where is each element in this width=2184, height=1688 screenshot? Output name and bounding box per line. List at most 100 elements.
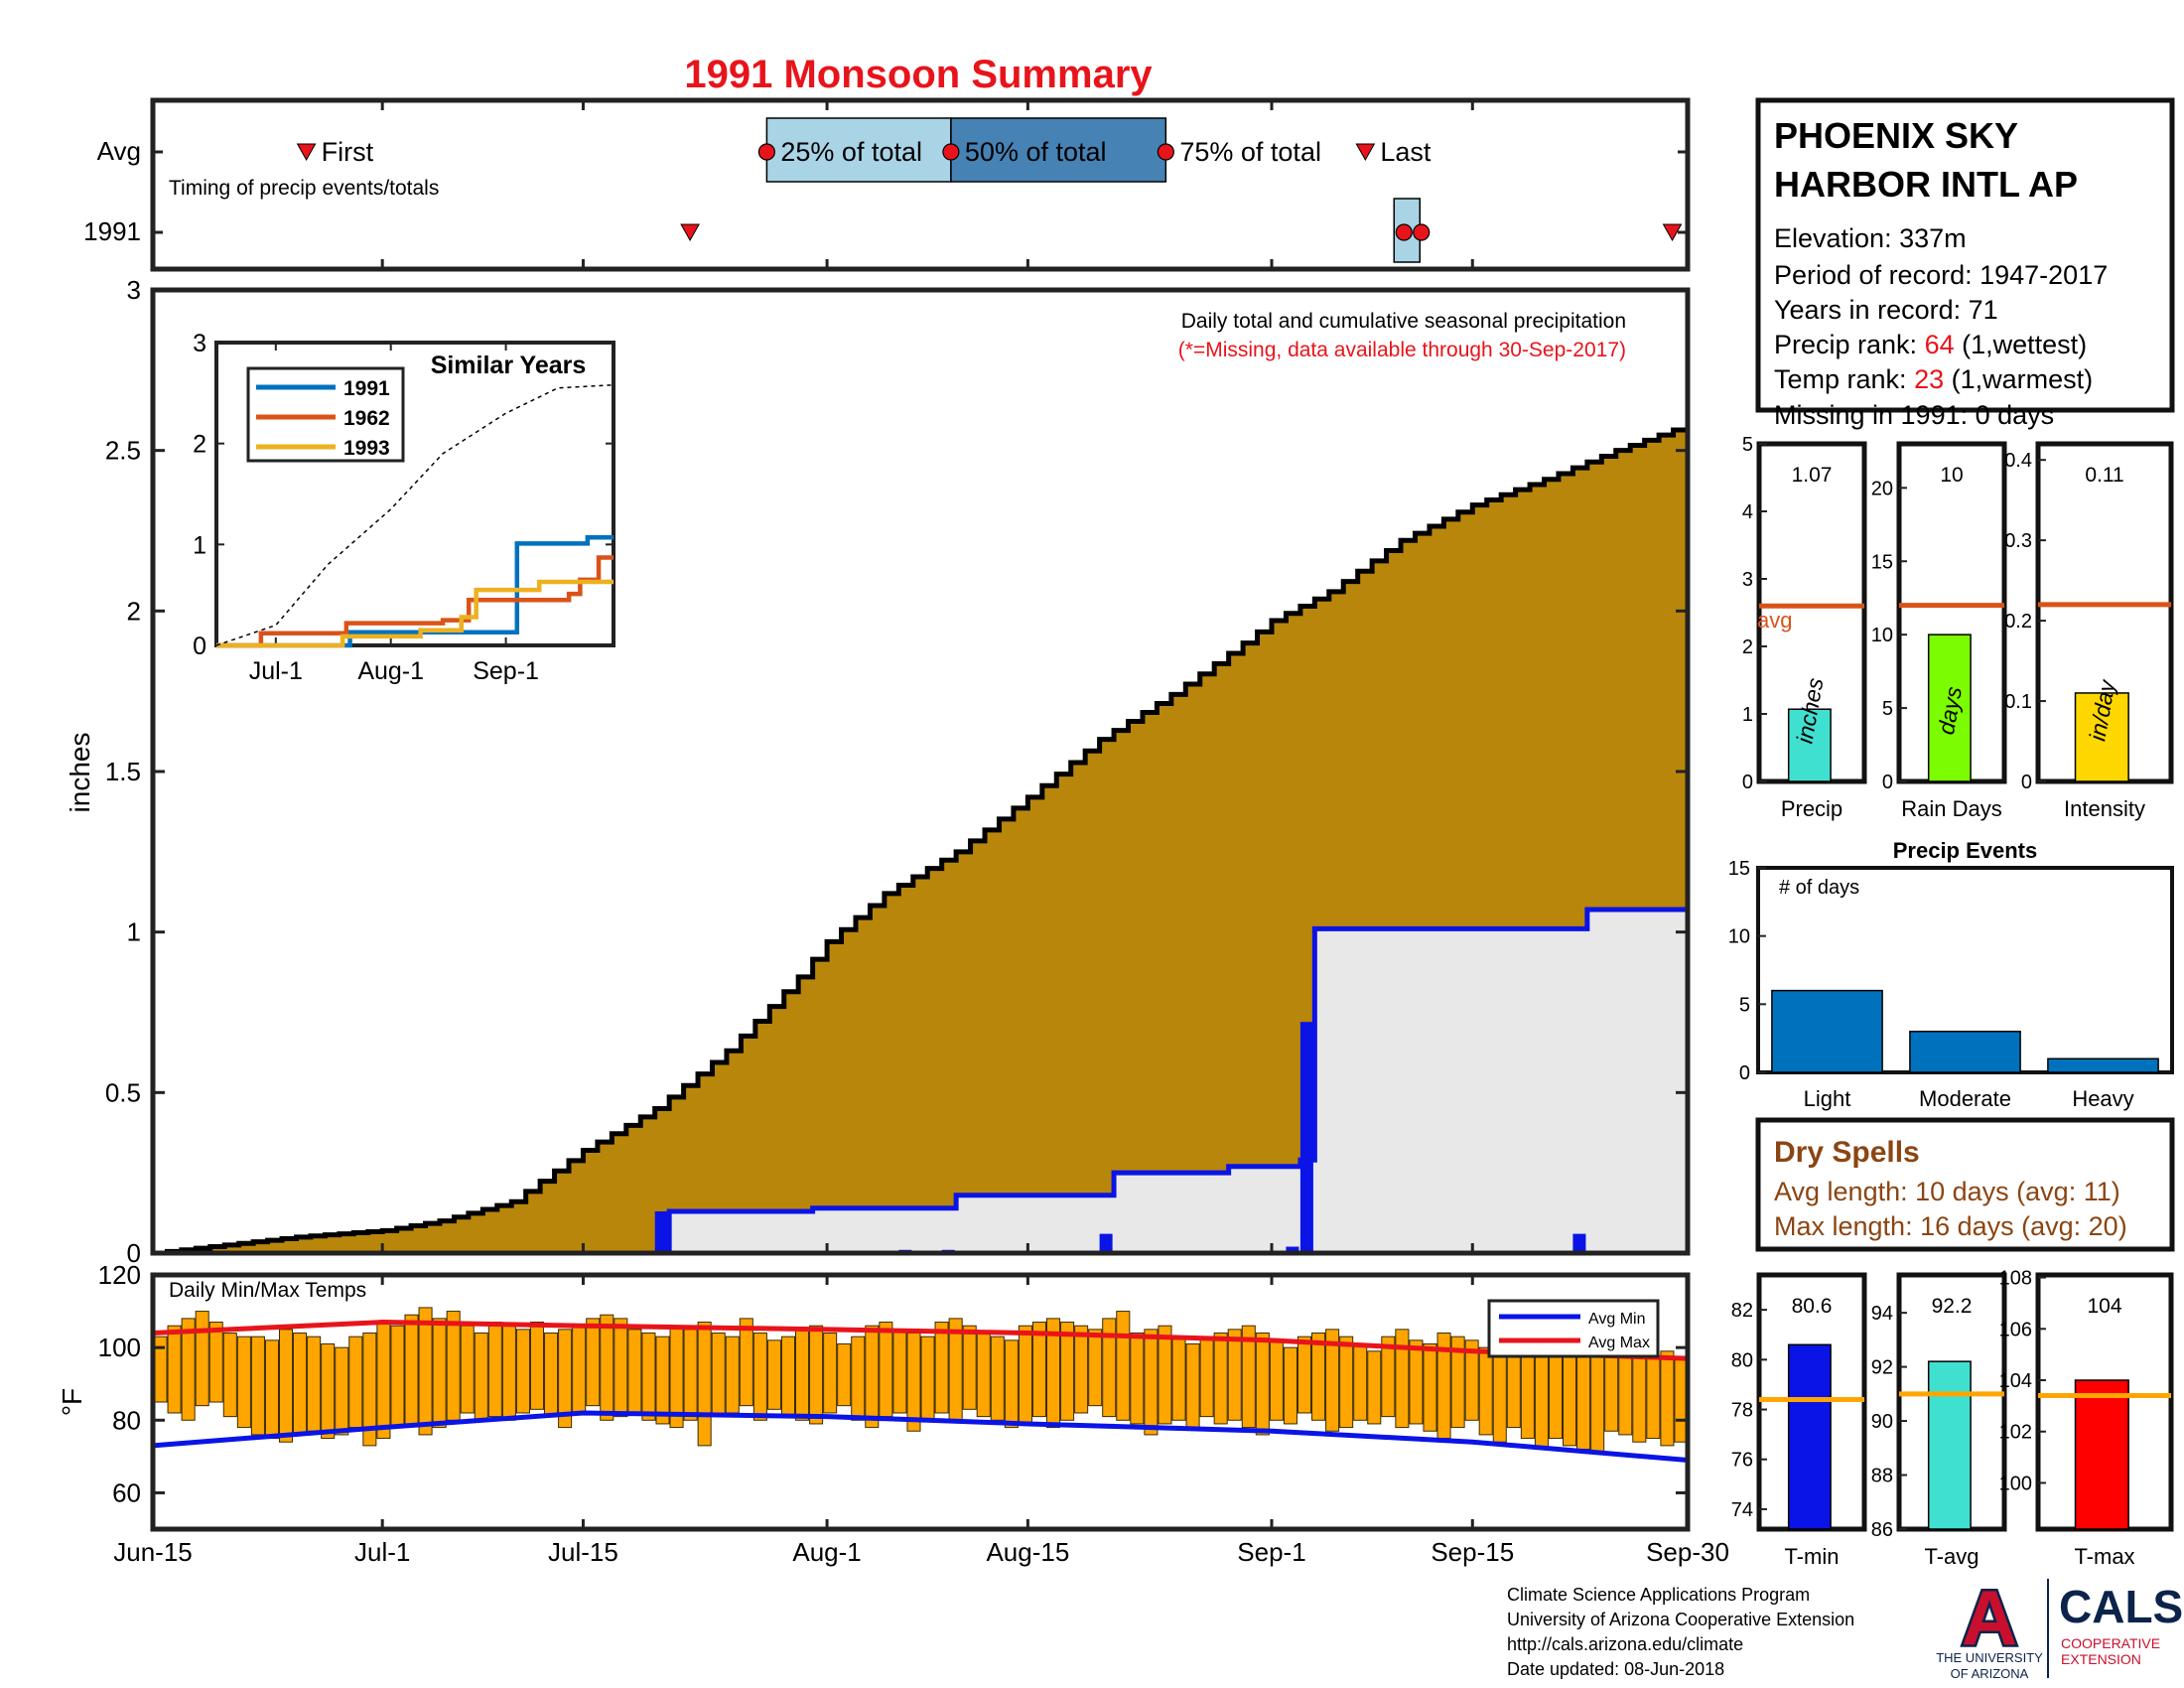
cals-logo-line2: EXTENSION [2061,1651,2141,1667]
temp-range-bar [1031,1322,1046,1418]
main-y-tick-label: 1 [127,917,141,947]
dry-spells-max: Max length: 16 days (avg: 20) [1774,1211,2127,1241]
events-bar [1909,1031,2021,1073]
temp-range-bar [1144,1329,1159,1436]
temp-range-bar [1409,1339,1424,1425]
legend-avg-max: Avg Max [1588,1335,1650,1351]
temp-range-bar [515,1329,530,1414]
temp-range-bar [307,1336,322,1432]
year-cumulative-line [153,907,1688,1256]
mini-y-tick-label: 78 [1731,1400,1753,1422]
mini-y-tick-label: 104 [1999,1370,2032,1392]
mini-y-tick-label: 102 [1999,1422,2032,1444]
events-y-tick-label: 15 [1728,858,1750,880]
temp-range-bar [348,1336,363,1429]
daily-precip-bar [1286,1246,1299,1253]
station-name-line2: HARBOR INTL AP [1774,164,2078,205]
station-info: PHOENIX SKY HARBOR INTL AP Elevation: 33… [1755,97,2175,430]
temp-range-bar [1171,1336,1186,1421]
events-bar [1771,989,1883,1073]
temp-range-bar [1199,1336,1214,1418]
timing-ticks [151,100,1690,269]
main-y-tick-label: 3 [127,275,141,305]
temp-range-bar [780,1336,796,1418]
mini-y-tick-label: 4 [1742,501,1753,523]
temp-range-bar [1158,1325,1172,1425]
temp-range-bar [236,1336,251,1429]
temp-range-bar [1395,1329,1410,1429]
mini-category-label: Intensity [2064,796,2145,821]
station-period: Period of record: 1947-2017 [1774,260,2108,290]
mini-value-bar [2074,1379,2129,1530]
temp-range-bar [655,1336,670,1425]
temp-range-bar [1088,1329,1103,1407]
temp-range-bar [222,1333,237,1418]
year-last-marker [1662,223,1683,242]
avg-max-line [152,1320,1689,1361]
temp-range-bar [711,1333,726,1418]
x-tick-label: Sep-15 [1431,1537,1514,1567]
station-years: Years in record: 71 [1774,295,1998,325]
precip-events-chart: Precip Events # of days 0 5 10 15 Light Moderat… [1728,838,2174,1111]
temp-range-bar [627,1329,642,1414]
temp-title: Daily Min/Max Temps [169,1279,366,1302]
mini-value-label: 0.11 [2085,464,2123,487]
mini-y-tick-label: 0.2 [2004,611,2032,633]
temp-range-bar [892,1329,907,1414]
temp-range-bar [586,1318,601,1407]
temp-range-bar [752,1333,767,1421]
avg-p50-marker [942,143,960,161]
daily-precip-bar [1299,1022,1313,1253]
mini-y-tick-label: 76 [1731,1450,1753,1472]
x-tick-label: Jul-15 [548,1537,618,1567]
temp-range-bar [614,1318,628,1418]
mini-category-label: T-max [2074,1544,2134,1569]
temp-range-bar [906,1333,921,1432]
mini-y-tick-label: 2 [1742,636,1753,658]
inset-title: Similar Years [431,352,587,379]
temp-y-axis-label: °F [57,1388,87,1416]
temp-range-bar [487,1322,502,1418]
inset-legend-label: 1991 [343,377,390,400]
temp-summary-bars: 74 76 78 80 82 80.6 T-min 86 88 90 92 94 92.2 T-avg 10… [1731,1268,2174,1569]
temp-y-tick-label: 80 [112,1405,141,1435]
dry-spells-avg: Avg length: 10 days (avg: 11) [1774,1177,2120,1206]
events-y-tick-label: 5 [1739,994,1750,1016]
temp-range-bar [1632,1353,1647,1443]
temp-range-bar [1618,1346,1633,1436]
temp-range-bar [837,1342,852,1407]
temp-range-bar [167,1325,182,1414]
temp-range-bar [1464,1339,1479,1421]
main-annotation-line1: Daily total and cumulative seasonal prec… [1181,310,1626,333]
main-y-tick-label: 0.5 [105,1077,141,1107]
temp-range-bar [1492,1350,1507,1443]
main-y-tick-label: 2.5 [105,436,141,466]
temp-range-bar [1423,1342,1437,1432]
inset-line-1993 [216,579,614,648]
temp-range-bar [1185,1342,1200,1429]
temp-y-tick-label: 120 [98,1260,141,1290]
temp-range-bar [1004,1339,1019,1429]
temp-chart: 60 80 100 120 Daily Min/Max Temps °F Avg Mi… [57,1260,1691,1532]
main-y-tick-label: 0 [127,1238,141,1268]
temp-range-bar [1660,1350,1675,1447]
temp-range-bar [335,1346,349,1436]
inset-lines [215,383,614,648]
temp-range-bar [1367,1350,1382,1425]
footer-line3: http://cals.arizona.edu/climate [1507,1634,1743,1654]
avg-p75-marker [1157,143,1174,161]
events-title: Precip Events [1893,838,2038,863]
avg-50-75-box [950,117,1167,183]
footer: Climate Science Applications Program Uni… [1507,1585,1854,1679]
temp-range-bar [1339,1336,1354,1429]
timing-subtitle: Timing of precip events/totals [169,177,439,200]
ua-logo-line1: THE UNIVERSITY [1936,1650,2043,1665]
temp-range-bar [376,1322,391,1440]
events-bar [2047,1057,2159,1073]
temp-range-bar [1590,1342,1605,1454]
mini-category-label: T-min [1785,1544,1840,1569]
year-p75-marker [1413,223,1431,241]
temp-range-bar [474,1333,488,1421]
last-label: Last [1380,137,1432,167]
avg-last-marker [1355,143,1376,162]
